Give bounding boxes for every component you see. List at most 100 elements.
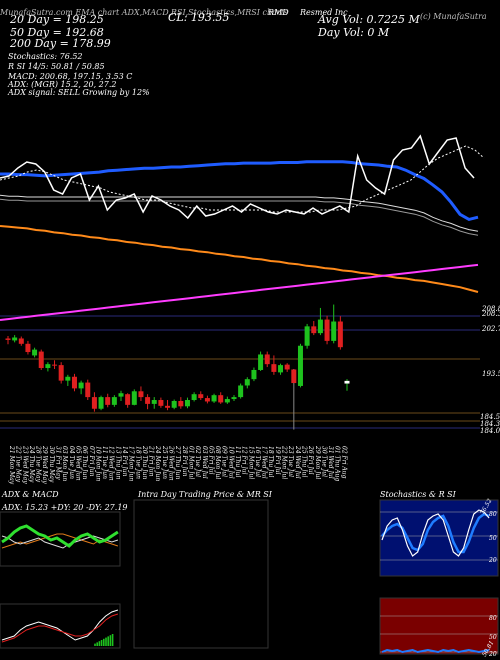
date-label-46: 29 Mon Jul [314,445,321,479]
date-label-39: 18 Thu Jul [267,446,274,477]
y-label-4: 184.5 [480,413,500,421]
candle-body-17 [118,393,124,397]
candle-body-6 [45,364,51,369]
stoch-d-line [381,512,490,554]
date-label-20: 20 Thu Jun [141,445,148,479]
date-label-0: 21 Mon May [8,445,15,485]
candle-body-18 [125,394,131,405]
candle-body-5 [38,351,44,369]
date-label-11: 06 Thu Jun [81,446,88,479]
rsi-line [381,648,490,654]
macd-hist-bar-13 [98,641,101,646]
stoch-y50: 50 [489,535,497,542]
stoch-y80: 80 [489,511,497,518]
date-label-8: 03 Mon Jun [61,446,68,481]
company-label: Resmed Inc [300,8,348,17]
candle-body-26 [178,400,184,407]
stoch-k-line [381,509,490,557]
adx-minus-di-line [1,524,119,548]
date-label-43: 24 Wed Jul [294,445,301,479]
candle-body-19 [131,391,137,405]
date-label-36: 15 Mon Jul [247,446,254,479]
candle-body-10 [71,376,77,389]
date-label-31: 08 Mon Jul [214,446,221,479]
candle-body-13 [91,397,97,409]
long-ema-line [0,263,479,321]
date-label-10: 05 Wed Jun [74,446,81,481]
date-label-24: 26 Wed Jun [168,445,175,481]
candle-body-51 [344,380,350,384]
date-label-33: 10 Wed Jul [227,446,234,479]
adx-label: ADX: (MGR) 15.2, 20, 27.2 [8,80,117,89]
candle-body-46 [311,326,317,334]
date-label-3: 24 Thu May [28,445,35,483]
date-label-28: 02 Tue Jul [194,446,201,477]
stoch-panel-bg [379,499,499,577]
candle-body-12 [85,382,91,398]
macd-hist-bar-11 [94,643,96,646]
adx-signal-label: ADX signal: SELL Growing by 12% [8,88,150,97]
candle-body-36 [244,379,250,386]
date-label-19: 18 Tue Jun [134,446,141,479]
candle-body-28 [191,394,197,401]
stoch-y20: 20 [489,557,497,564]
candle-body-11 [78,382,84,389]
date-label-25: 27 Thu Jun [174,445,181,479]
candle-body-22 [151,400,157,404]
candle-body-50 [337,321,343,348]
price-line [0,134,475,220]
macd-signal-line [1,613,119,643]
header-top-line: MunafaSutra.com EMA chart ADX,MACD,RSI,S… [0,8,289,17]
candle-body-4 [32,349,38,356]
date-label-44: 25 Thu Jul [300,445,307,477]
candle-body-34 [231,397,237,400]
candle-body-37 [251,369,257,380]
date-label-5: 29 Wed May [41,445,48,484]
y-label-5: 184.3 [480,420,500,428]
date-label-38: 17 Wed Jul [261,446,268,479]
macd-hist-bar-16 [105,637,107,646]
macd-hist-bar-14 [100,640,103,646]
date-label-6: 30 Thu May [48,446,55,483]
rsi-panel-bg [379,597,499,655]
date-label-40: 19 Fri Jul [274,446,281,475]
candle-body-40 [271,364,277,372]
candle-body-41 [278,365,284,373]
date-label-49: 01 Thu Aug [334,446,341,481]
close-label: CL: 193.55 [168,11,230,24]
ema50-line-b [0,198,479,236]
adx-macd-title: ADX & MACD [2,490,59,499]
candle-body-0 [5,338,11,340]
candle-body-49 [331,321,337,341]
candle-body-15 [105,397,111,405]
date-label-26: 28 Fri Jun [181,445,188,477]
y-label-1: 208.33 [482,310,500,318]
date-label-12: 07 Fri Jun [88,446,95,477]
candle-body-44 [297,345,303,386]
ema50-label: 50 Day = 192.68 [10,26,104,39]
intraday-title: Intra Day Trading Price & MR SI [138,490,272,499]
date-label-4: 28 Tue May [35,445,42,483]
candle-body-39 [264,354,270,365]
date-label-22: 24 Mon Jun [154,445,161,481]
stoch-panel-title: Stochastics & R SI [380,490,456,499]
date-label-9: 04 Tue Jun [68,446,75,479]
date-label-34: 11 Thu Jul [234,446,241,477]
macd-hist-bar-15 [103,638,105,646]
copyright-label: (c) MunafaSutra [420,12,487,21]
candle-body-25 [171,400,177,408]
candle-body-27 [184,400,190,407]
ema20-label: 20 Day = 198.25 [10,13,104,26]
date-label-27: 01 Mon Jul [187,446,194,479]
candle-body-38 [258,354,264,370]
candle-body-7 [52,364,58,366]
date-label-7: 31 Fri May [55,446,62,480]
candle-body-47 [317,319,323,334]
candle-body-9 [65,376,71,381]
date-label-2: 23 Wed May [21,445,28,484]
day-vol-label: Day Vol: 0 M [318,26,390,39]
candle-body-21 [145,397,151,404]
date-label-16: 13 Thu Jun [114,446,121,479]
